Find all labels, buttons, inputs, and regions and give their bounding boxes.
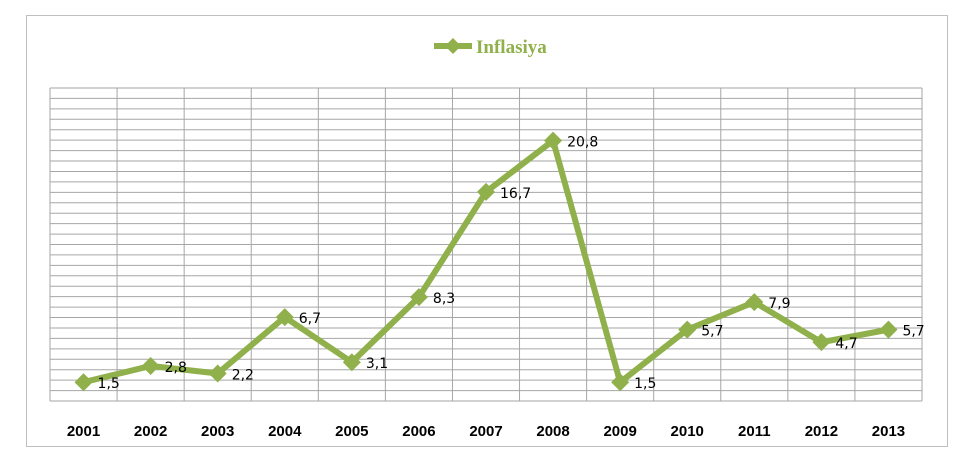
data-label: 6,7: [299, 311, 321, 327]
data-point-marker: [342, 353, 361, 372]
data-point-marker: [74, 373, 93, 392]
data-point-marker: [678, 320, 697, 339]
x-tick-label: 2005: [335, 423, 368, 440]
x-tick-label: 2003: [201, 423, 234, 440]
x-tick-label: 2011: [738, 423, 771, 440]
data-label: 20,8: [567, 135, 598, 151]
legend-label: Inflasiya: [476, 37, 547, 58]
data-label: 1,5: [634, 376, 656, 392]
data-point-marker: [611, 373, 630, 392]
data-point-marker: [879, 320, 898, 339]
x-tick-label: 2009: [603, 423, 636, 440]
data-label: 7,9: [768, 296, 790, 312]
data-point-marker: [275, 308, 294, 327]
data-point-marker: [544, 131, 563, 150]
data-point-marker: [477, 182, 495, 201]
data-point-marker: [812, 333, 831, 352]
series-line: [82, 135, 890, 388]
x-tick-label: 2006: [402, 423, 435, 440]
x-tick-label: 2013: [872, 423, 905, 440]
x-tick-label: 2007: [469, 423, 502, 440]
data-point-marker: [141, 356, 160, 375]
data-label: 16,7: [500, 186, 531, 202]
chart-frame: [26, 15, 948, 447]
x-tick-label: 2008: [536, 423, 569, 440]
plot-grid: [49, 87, 923, 402]
data-point-marker: [745, 293, 764, 312]
x-tick-label: 2012: [805, 423, 838, 440]
data-point-marker: [208, 364, 227, 383]
data-label: 8,3: [433, 291, 455, 307]
x-tick-label: 2002: [134, 423, 167, 440]
x-axis-ticks: 2001 2002 2003 2004 2005 2006 2007 2008 2009 2010…: [67, 423, 905, 440]
x-tick-label: 2001: [67, 423, 100, 440]
data-label: 4,7: [835, 336, 857, 352]
legend: Inflasiya: [434, 37, 547, 58]
data-label: 2,2: [232, 367, 254, 383]
x-tick-label: 2004: [268, 423, 302, 440]
data-point-marker: [409, 288, 428, 307]
data-label: 5,7: [902, 324, 924, 340]
legend-diamond-marker: [445, 38, 461, 54]
data-label: 2,8: [165, 360, 187, 376]
x-tick-label: 2010: [671, 423, 704, 440]
series-inflasiya: 1,5 2,8 2,2 6,7 3,1 8,3 16,7 20,8 1,5 5,7 7,9 4,7 5,…: [74, 131, 925, 392]
data-label: 3,1: [366, 356, 388, 372]
data-label: 1,5: [98, 376, 120, 392]
data-label: 5,7: [701, 324, 723, 340]
